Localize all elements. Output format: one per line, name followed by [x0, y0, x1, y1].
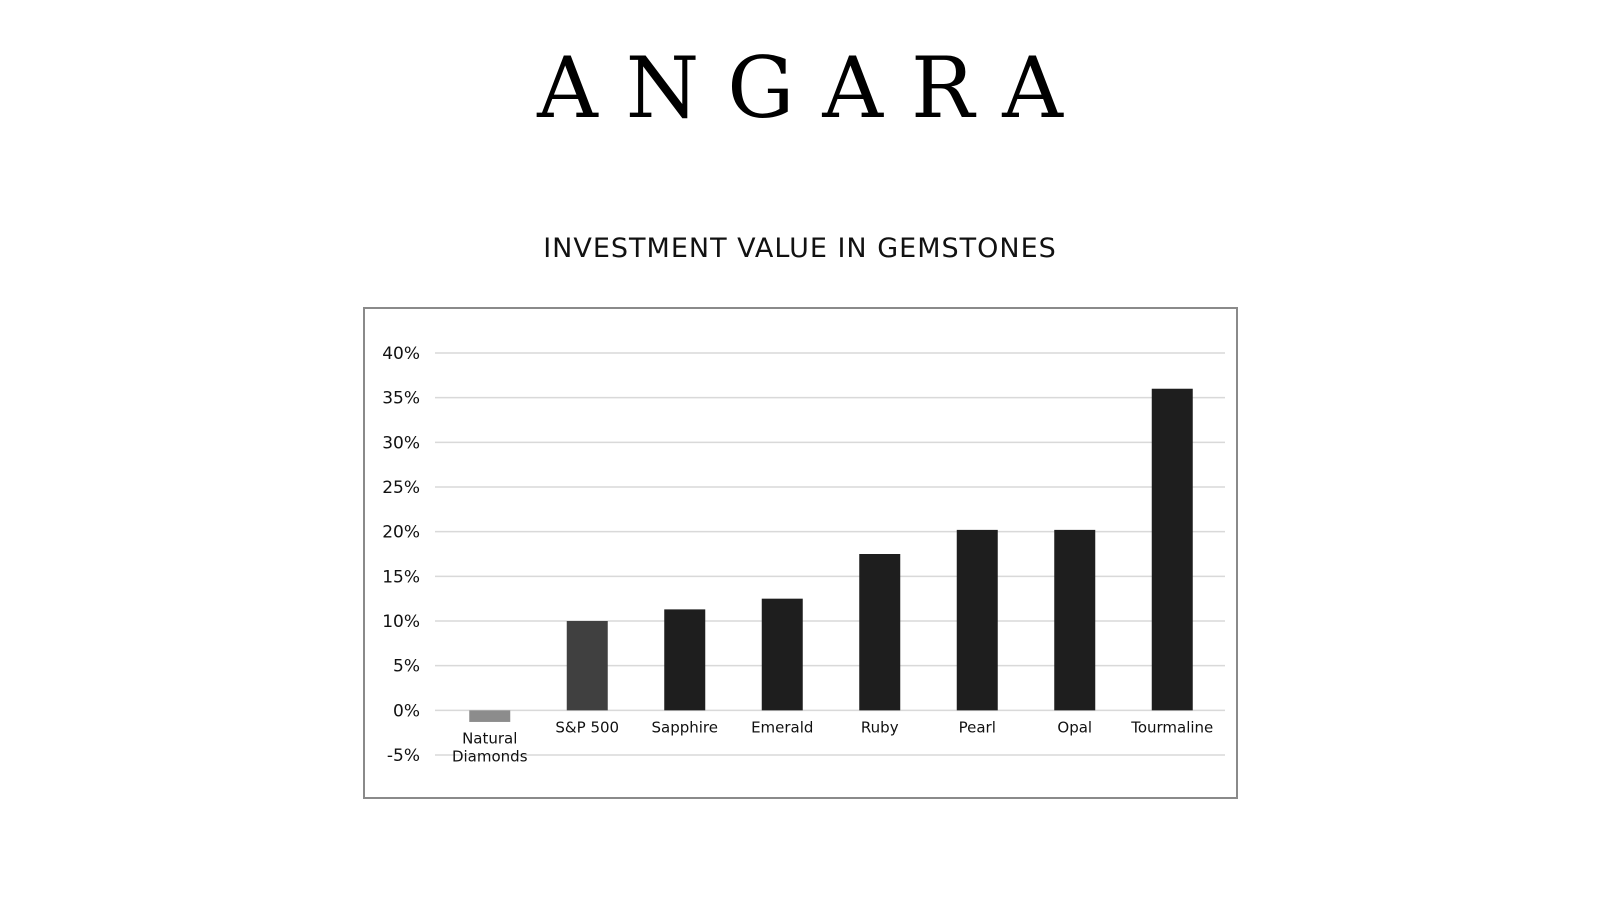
y-tick-label: 20% [382, 523, 420, 543]
x-tick-label: Emerald [751, 718, 813, 736]
bar-pearl [956, 529, 998, 711]
y-tick-label: 25% [382, 478, 420, 498]
y-tick-label: 30% [382, 433, 420, 453]
y-tick-label: 0% [393, 701, 420, 721]
x-tick-label: Ruby [861, 718, 899, 736]
brand-logo: ANGARA [537, 39, 1091, 137]
chart-title: INVESTMENT VALUE IN GEMSTONES [543, 233, 1057, 264]
y-tick-labels: 40% 35% 30% 25% 20% 15% 10% 5% 0% -5% [382, 344, 420, 766]
chart-frame: 40% 35% 30% 25% 20% 15% 10% 5% 0% -5% Natural Diam… [363, 307, 1238, 799]
gridlines [435, 352, 1225, 756]
y-tick-label: 35% [382, 389, 420, 409]
y-tick-label: 5% [393, 657, 420, 677]
x-tick-label: Tourmaline [1130, 718, 1213, 736]
x-tick-label: Pearl [959, 718, 996, 736]
y-tick-label: -5% [387, 746, 420, 766]
x-tick-label: S&P 500 [555, 718, 619, 736]
bar-emerald [761, 598, 803, 711]
bar-ruby [859, 554, 901, 711]
y-tick-label: 10% [382, 612, 420, 632]
x-tick-label: Natural Diamonds [452, 729, 528, 765]
x-tick-label: Opal [1057, 718, 1092, 736]
y-tick-label: 40% [382, 344, 420, 364]
bar-s-p-500 [566, 621, 608, 711]
bar-chart: 40% 35% 30% 25% 20% 15% 10% 5% 0% -5% Natural Diam… [382, 344, 1225, 766]
x-tick-labels: Natural Diamonds S&P 500 Sapphire Emerald Rub… [452, 718, 1213, 765]
y-tick-label: 15% [382, 567, 420, 587]
x-tick-label: Sapphire [652, 718, 719, 736]
bar-tourmaline [1151, 388, 1193, 711]
bar-opal [1054, 529, 1096, 711]
bars [469, 388, 1193, 722]
bar-sapphire [664, 609, 706, 711]
bar-natural-diamonds [469, 710, 511, 722]
